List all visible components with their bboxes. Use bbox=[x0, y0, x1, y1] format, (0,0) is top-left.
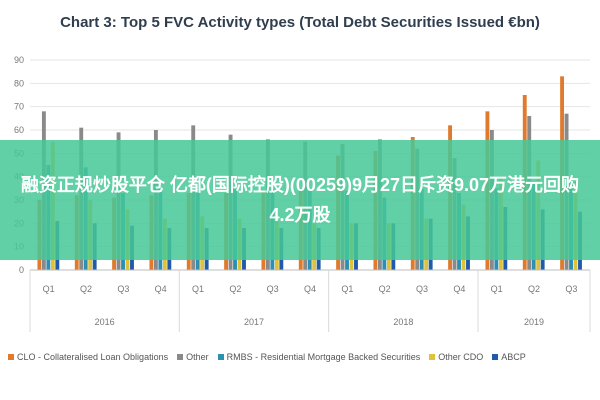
y-tick-label: 60 bbox=[14, 125, 24, 135]
x-tick-label: Q3 bbox=[565, 284, 577, 294]
x-tick-label: Q4 bbox=[453, 284, 465, 294]
x-tick-label: Q2 bbox=[80, 284, 92, 294]
legend-item: Other CDO bbox=[429, 352, 483, 362]
year-group-label: 2018 bbox=[393, 317, 413, 327]
x-tick-label: Q1 bbox=[192, 284, 204, 294]
chart-legend: CLO - Collateralised Loan Obligations Oth… bbox=[8, 352, 598, 362]
promo-overlay-banner[interactable]: 融资正规炒股平仓 亿都(国际控股)(00259)9月27日斥资9.07万港元回购… bbox=[0, 140, 600, 260]
legend-label: Other CDO bbox=[438, 352, 484, 362]
legend-swatch bbox=[492, 354, 499, 360]
x-tick-label: Q2 bbox=[229, 284, 241, 294]
year-group-label: 2017 bbox=[244, 317, 264, 327]
y-tick-label: 90 bbox=[14, 55, 24, 65]
legend-label: Other bbox=[186, 352, 209, 362]
y-tick-label: 70 bbox=[14, 102, 24, 112]
x-tick-label: Q3 bbox=[416, 284, 428, 294]
chart-title: Chart 3: Top 5 FVC Activity types (Total… bbox=[60, 14, 540, 31]
x-tick-label: Q2 bbox=[528, 284, 540, 294]
x-tick-label: Q3 bbox=[267, 284, 279, 294]
x-tick-label: Q1 bbox=[491, 284, 503, 294]
legend-item: ABCP bbox=[492, 352, 526, 362]
year-group-label: 2019 bbox=[524, 317, 544, 327]
legend-swatch bbox=[177, 354, 184, 360]
promo-overlay-text[interactable]: 融资正规炒股平仓 亿都(国际控股)(00259)9月27日斥资9.07万港元回购… bbox=[20, 175, 580, 225]
legend-item: Other bbox=[177, 352, 209, 362]
legend-label: ABCP bbox=[501, 352, 526, 362]
x-tick-label: Q3 bbox=[117, 284, 129, 294]
x-tick-label: Q1 bbox=[341, 284, 353, 294]
x-tick-label: Q4 bbox=[304, 284, 316, 294]
x-tick-label: Q2 bbox=[379, 284, 391, 294]
x-tick-label: Q4 bbox=[155, 284, 167, 294]
x-tick-label: Q1 bbox=[43, 284, 55, 294]
y-tick-label: 0 bbox=[19, 265, 24, 275]
legend-label: RMBS - Residential Mortgage Backed Secur… bbox=[226, 352, 421, 362]
legend-item: CLO - Collateralised Loan Obligations bbox=[8, 352, 168, 362]
legend-item: RMBS - Residential Mortgage Backed Secur… bbox=[217, 352, 421, 362]
legend-swatch bbox=[217, 354, 224, 360]
year-group-label: 2016 bbox=[95, 317, 115, 327]
legend-swatch bbox=[8, 354, 14, 360]
legend-label: CLO - Collateralised Loan Obligations bbox=[17, 352, 169, 362]
y-tick-label: 80 bbox=[14, 78, 24, 88]
legend-swatch bbox=[429, 354, 436, 360]
